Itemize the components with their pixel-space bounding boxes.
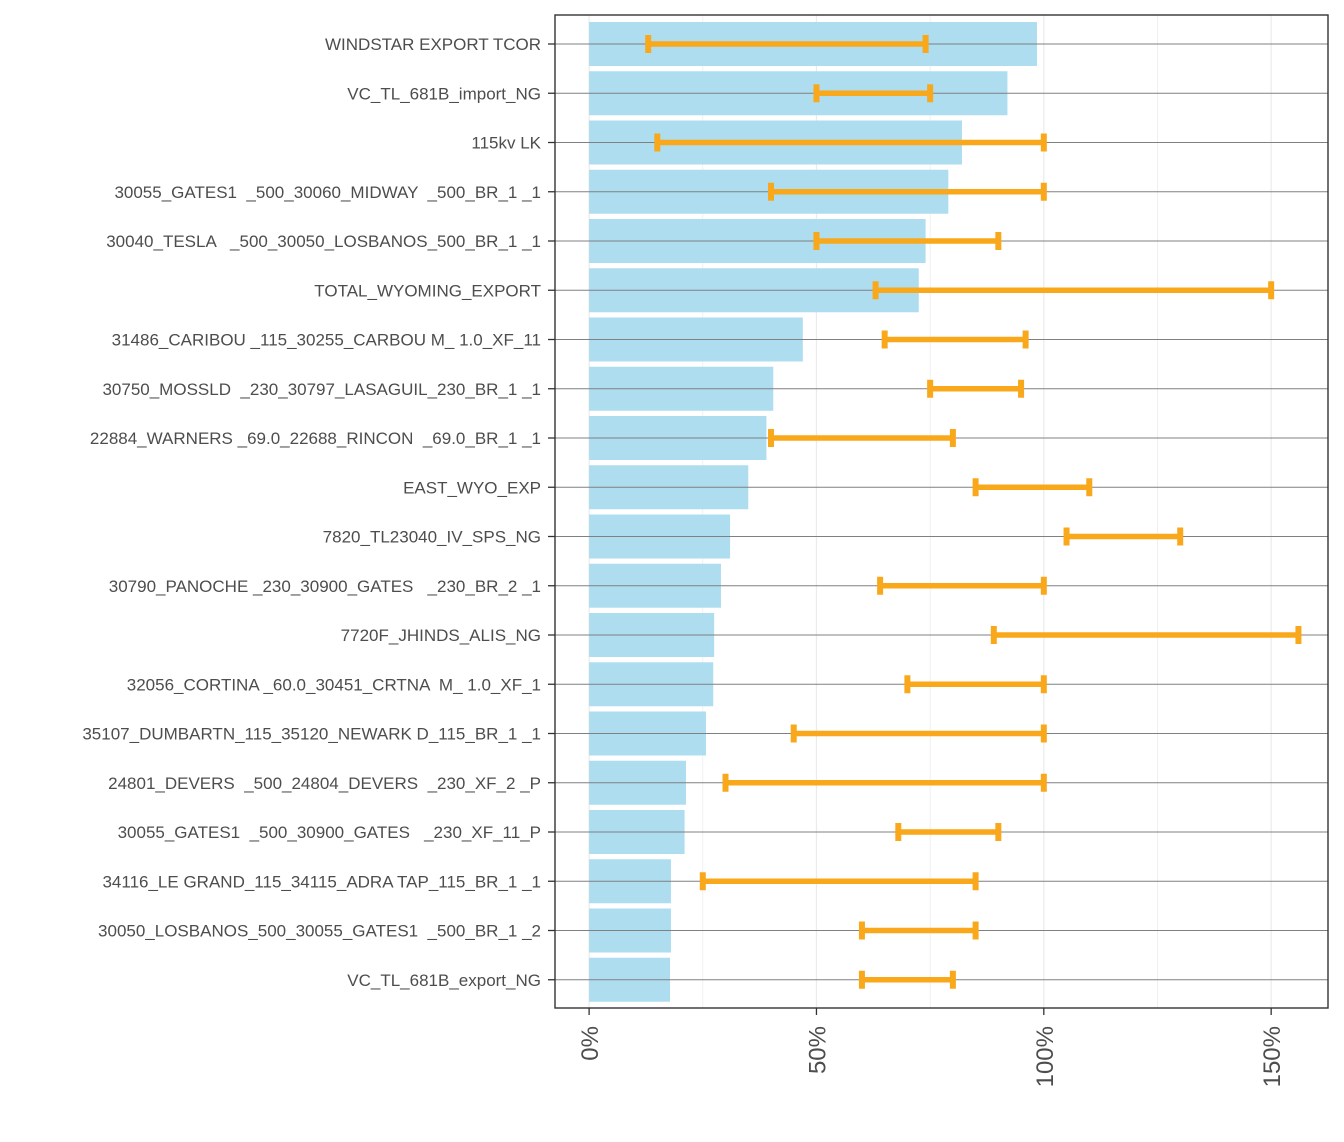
range-bar (858, 921, 979, 940)
range-bar (877, 576, 1047, 595)
range-bar (699, 872, 979, 891)
range-bar (1063, 527, 1184, 546)
category-label: VC_TL_681B_export_NG (347, 971, 541, 990)
category-label: VC_TL_681B_import_NG (347, 84, 541, 103)
category-label: 22884_WARNERS _69.0_22688_RINCON _69.0_B… (90, 429, 541, 448)
x-tick-label: 150% (1259, 1026, 1286, 1087)
category-label: 30050_LOSBANOS_500_30055_GATES1 _500_BR_… (98, 922, 541, 941)
range-bar (813, 84, 934, 103)
category-label: 7820_TL23040_IV_SPS_NG (323, 528, 541, 547)
plot-border (554, 14, 1329, 1009)
category-label: 31486_CARIBOU _115_30255_CARBOU M_ 1.0_X… (112, 331, 541, 350)
range-bar (858, 970, 956, 989)
x-axis-ticks: 0% 50% 100% 150% (577, 1008, 1286, 1087)
category-label: 30055_GATES1 _500_30900_GATES _230_XF_11… (118, 823, 541, 842)
range-bar (972, 478, 1093, 497)
category-label: 34116_LE GRAND_115_34115_ADRA TAP_115_BR… (102, 872, 541, 891)
range-bar (881, 330, 1029, 349)
category-label: TOTAL_WYOMING_EXPORT (314, 281, 541, 300)
range-bar (790, 724, 1047, 743)
category-label: 115kv LK (471, 134, 541, 153)
range-bar (904, 675, 1047, 694)
range-bar (813, 232, 1002, 250)
range-bar (767, 429, 956, 447)
category-label: 35107_DUMBARTN_115_35120_NEWARK D_115_BR… (82, 725, 541, 744)
range-bar (895, 823, 1002, 841)
range-bar (872, 281, 1275, 300)
range-bar (990, 626, 1302, 644)
x-tick-label: 50% (804, 1026, 831, 1074)
range-bar (654, 133, 1047, 152)
range-bar (645, 35, 929, 53)
category-label: 24801_DEVERS _500_24804_DEVERS _230_XF_2… (108, 774, 541, 793)
range-bars (645, 35, 1302, 989)
x-tick-label: 0% (577, 1026, 604, 1061)
range-bar (722, 773, 1047, 792)
category-labels: WINDSTAR EXPORT TCOR VC_TL_681B_import_NG… (82, 35, 555, 990)
range-bar (767, 182, 1047, 201)
x-tick-label: 100% (1032, 1026, 1059, 1087)
category-label: WINDSTAR EXPORT TCOR (325, 35, 541, 54)
category-label: 30055_GATES1 _500_30060_MIDWAY _500_BR_1… (114, 183, 541, 202)
range-bar (927, 379, 1025, 398)
category-label: 30750_MOSSLD _230_30797_LASAGUIL_230_BR_… (102, 380, 541, 399)
category-label: 7720F_JHINDS_ALIS_NG (341, 626, 541, 645)
category-label: 30040_TESLA _500_30050_LOSBANOS_500_BR_1… (106, 232, 541, 251)
category-label: 32056_CORTINA _60.0_30451_CRTNA M_ 1.0_X… (127, 675, 541, 694)
category-label: 30790_PANOCHE _230_30900_GATES _230_BR_2… (109, 577, 541, 596)
category-label: EAST_WYO_EXP (403, 478, 541, 497)
